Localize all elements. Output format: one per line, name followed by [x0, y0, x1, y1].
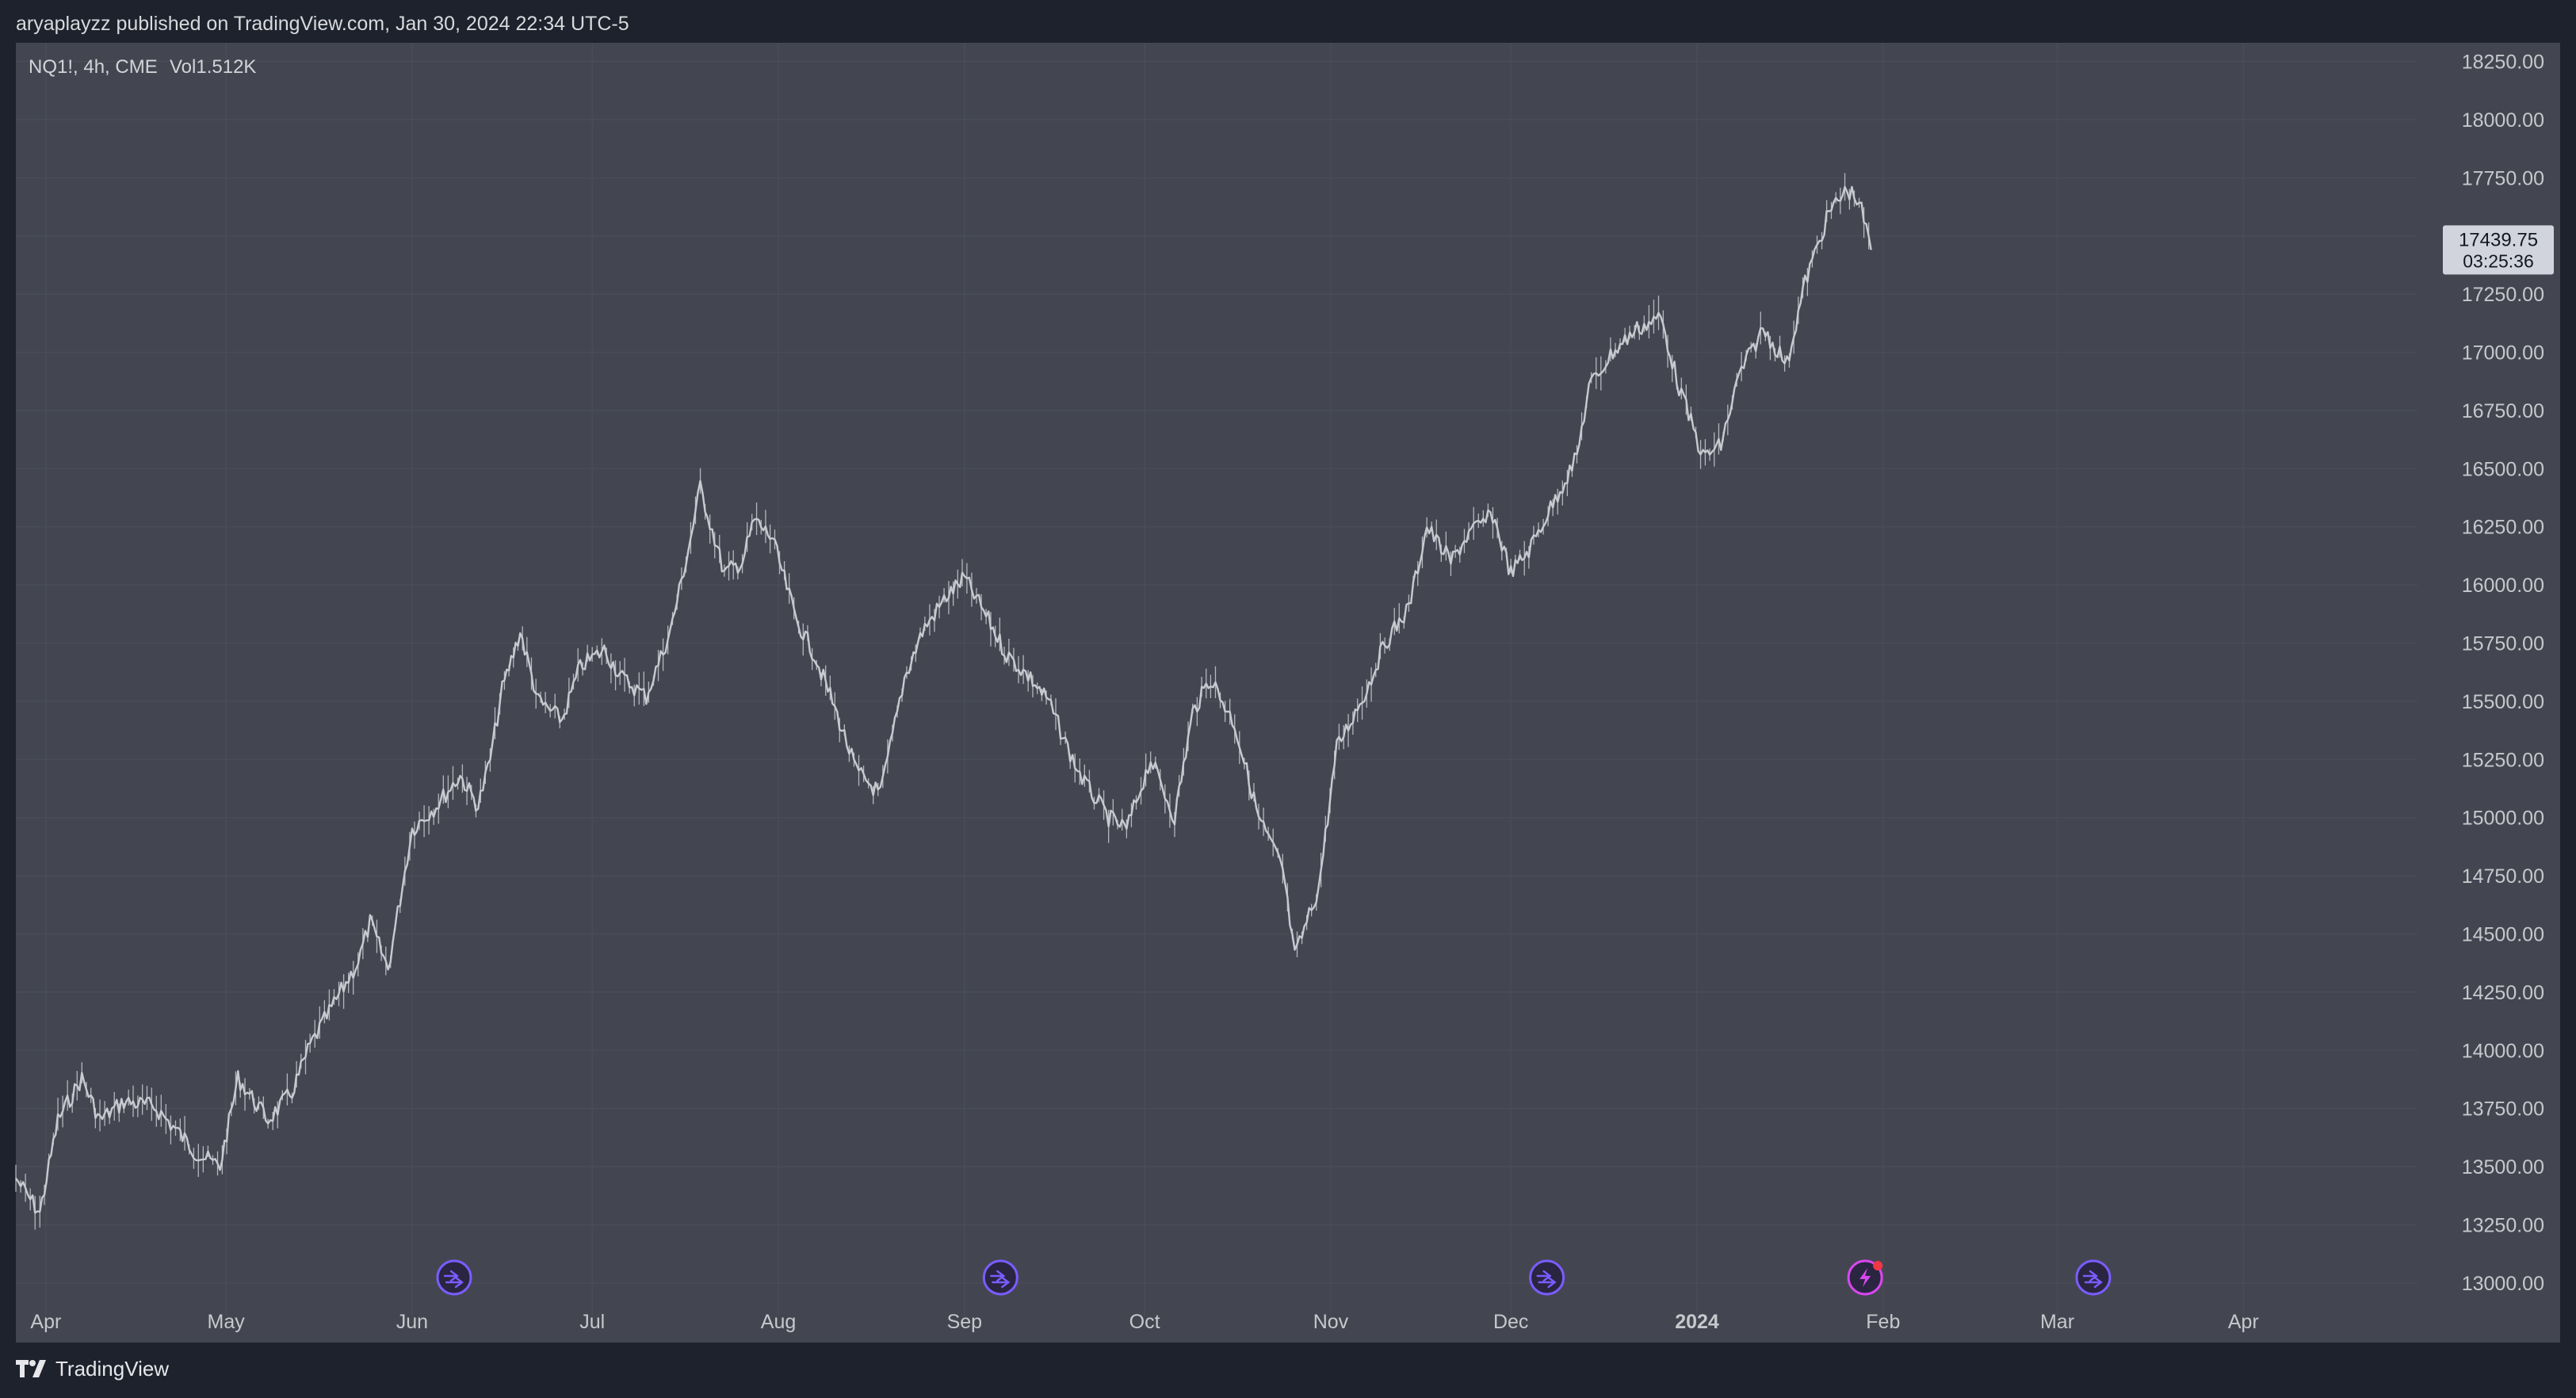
x-tick-label[interactable]: Mar — [2040, 1311, 2074, 1333]
forward-arrow-glyph — [443, 1270, 464, 1289]
dividend-event-icon[interactable] — [982, 1259, 1019, 1296]
y-tick-label[interactable]: 13750.00 — [2462, 1098, 2544, 1121]
volume-legend: Vol1.512K — [170, 56, 256, 78]
y-tick-label[interactable]: 13250.00 — [2462, 1214, 2544, 1236]
x-tick-label[interactable]: Jul — [579, 1311, 605, 1333]
last-price-value: 17439.75 — [2459, 229, 2538, 250]
y-tick-label[interactable]: 17000.00 — [2462, 342, 2544, 364]
chart-panel[interactable] — [16, 43, 2560, 1343]
tradingview-logo-icon — [16, 1360, 46, 1377]
y-tick-label[interactable]: 15750.00 — [2462, 632, 2544, 655]
price-series — [15, 173, 1872, 1230]
notification-dot — [1873, 1261, 1883, 1270]
x-tick-label[interactable]: Apr — [30, 1311, 61, 1333]
x-tick-label[interactable]: 2024 — [1675, 1311, 1719, 1333]
dividend-event-icon[interactable] — [1529, 1259, 1565, 1296]
brand-name: TradingView — [55, 1356, 170, 1381]
x-tick-label[interactable]: Jun — [396, 1311, 428, 1333]
y-tick-label[interactable]: 13000.00 — [2462, 1273, 2544, 1295]
y-tick-label[interactable]: 14000.00 — [2462, 1040, 2544, 1062]
y-tick-label[interactable]: 14500.00 — [2462, 923, 2544, 945]
earnings-event-icon[interactable] — [1847, 1259, 1883, 1296]
lightning-glyph — [1859, 1268, 1871, 1287]
y-tick-label[interactable]: 15000.00 — [2462, 808, 2544, 830]
event-markers — [436, 1259, 2112, 1296]
x-tick-label[interactable]: Apr — [2228, 1311, 2259, 1333]
y-tick-label[interactable]: 15250.00 — [2462, 749, 2544, 771]
y-tick-label[interactable]: 15500.00 — [2462, 691, 2544, 713]
dividend-event-icon[interactable] — [436, 1259, 472, 1296]
y-tick-label[interactable]: 16500.00 — [2462, 458, 2544, 480]
y-tick-label[interactable]: 16250.00 — [2462, 517, 2544, 539]
footer — [0, 1343, 2576, 1398]
y-tick-label[interactable]: 17750.00 — [2462, 167, 2544, 189]
forward-arrow-glyph — [1536, 1270, 1557, 1289]
x-tick-label[interactable]: May — [208, 1311, 246, 1333]
forward-arrow-glyph — [2082, 1270, 2103, 1289]
publish-text: aryaplayzz published on TradingView.com,… — [16, 13, 629, 35]
y-tick-label[interactable]: 18250.00 — [2462, 51, 2544, 73]
symbol-legend[interactable]: NQ1!, 4h, CME — [29, 56, 158, 78]
tradingview-logo[interactable]: TradingView — [16, 1357, 169, 1381]
dividend-event-icon[interactable] — [2075, 1259, 2112, 1296]
last-price-label: 17439.75 03:25:36 — [2443, 225, 2554, 275]
x-tick-label[interactable]: Aug — [761, 1311, 796, 1333]
x-tick-label[interactable]: Feb — [1866, 1311, 1900, 1333]
last-price-label-bg — [2443, 225, 2554, 275]
x-tick-label[interactable]: Oct — [1129, 1311, 1160, 1333]
x-tick-label[interactable]: Sep — [947, 1311, 982, 1333]
price-line — [15, 185, 1872, 1214]
y-tick-label[interactable]: 17250.00 — [2462, 284, 2544, 306]
publish-header: aryaplayzz published on TradingView.com,… — [0, 0, 2576, 43]
time-axis[interactable]: Apr May Jun Jul Aug Sep Oct Nov Dec 2024 Feb Mar Apr — [30, 1311, 2258, 1333]
y-tick-label[interactable]: 13500.00 — [2462, 1156, 2544, 1178]
forward-arrow-glyph — [990, 1270, 1011, 1289]
bar-countdown: 03:25:36 — [2463, 250, 2534, 271]
y-tick-label[interactable]: 18000.00 — [2462, 109, 2544, 132]
y-tick-label[interactable]: 14750.00 — [2462, 865, 2544, 888]
x-tick-label[interactable]: Dec — [1493, 1311, 1528, 1333]
grid — [16, 43, 2417, 1316]
x-tick-label[interactable]: Nov — [1313, 1311, 1349, 1333]
y-tick-label[interactable]: 16000.00 — [2462, 575, 2544, 597]
y-tick-label[interactable]: 16750.00 — [2462, 400, 2544, 422]
y-tick-label[interactable]: 14250.00 — [2462, 982, 2544, 1004]
